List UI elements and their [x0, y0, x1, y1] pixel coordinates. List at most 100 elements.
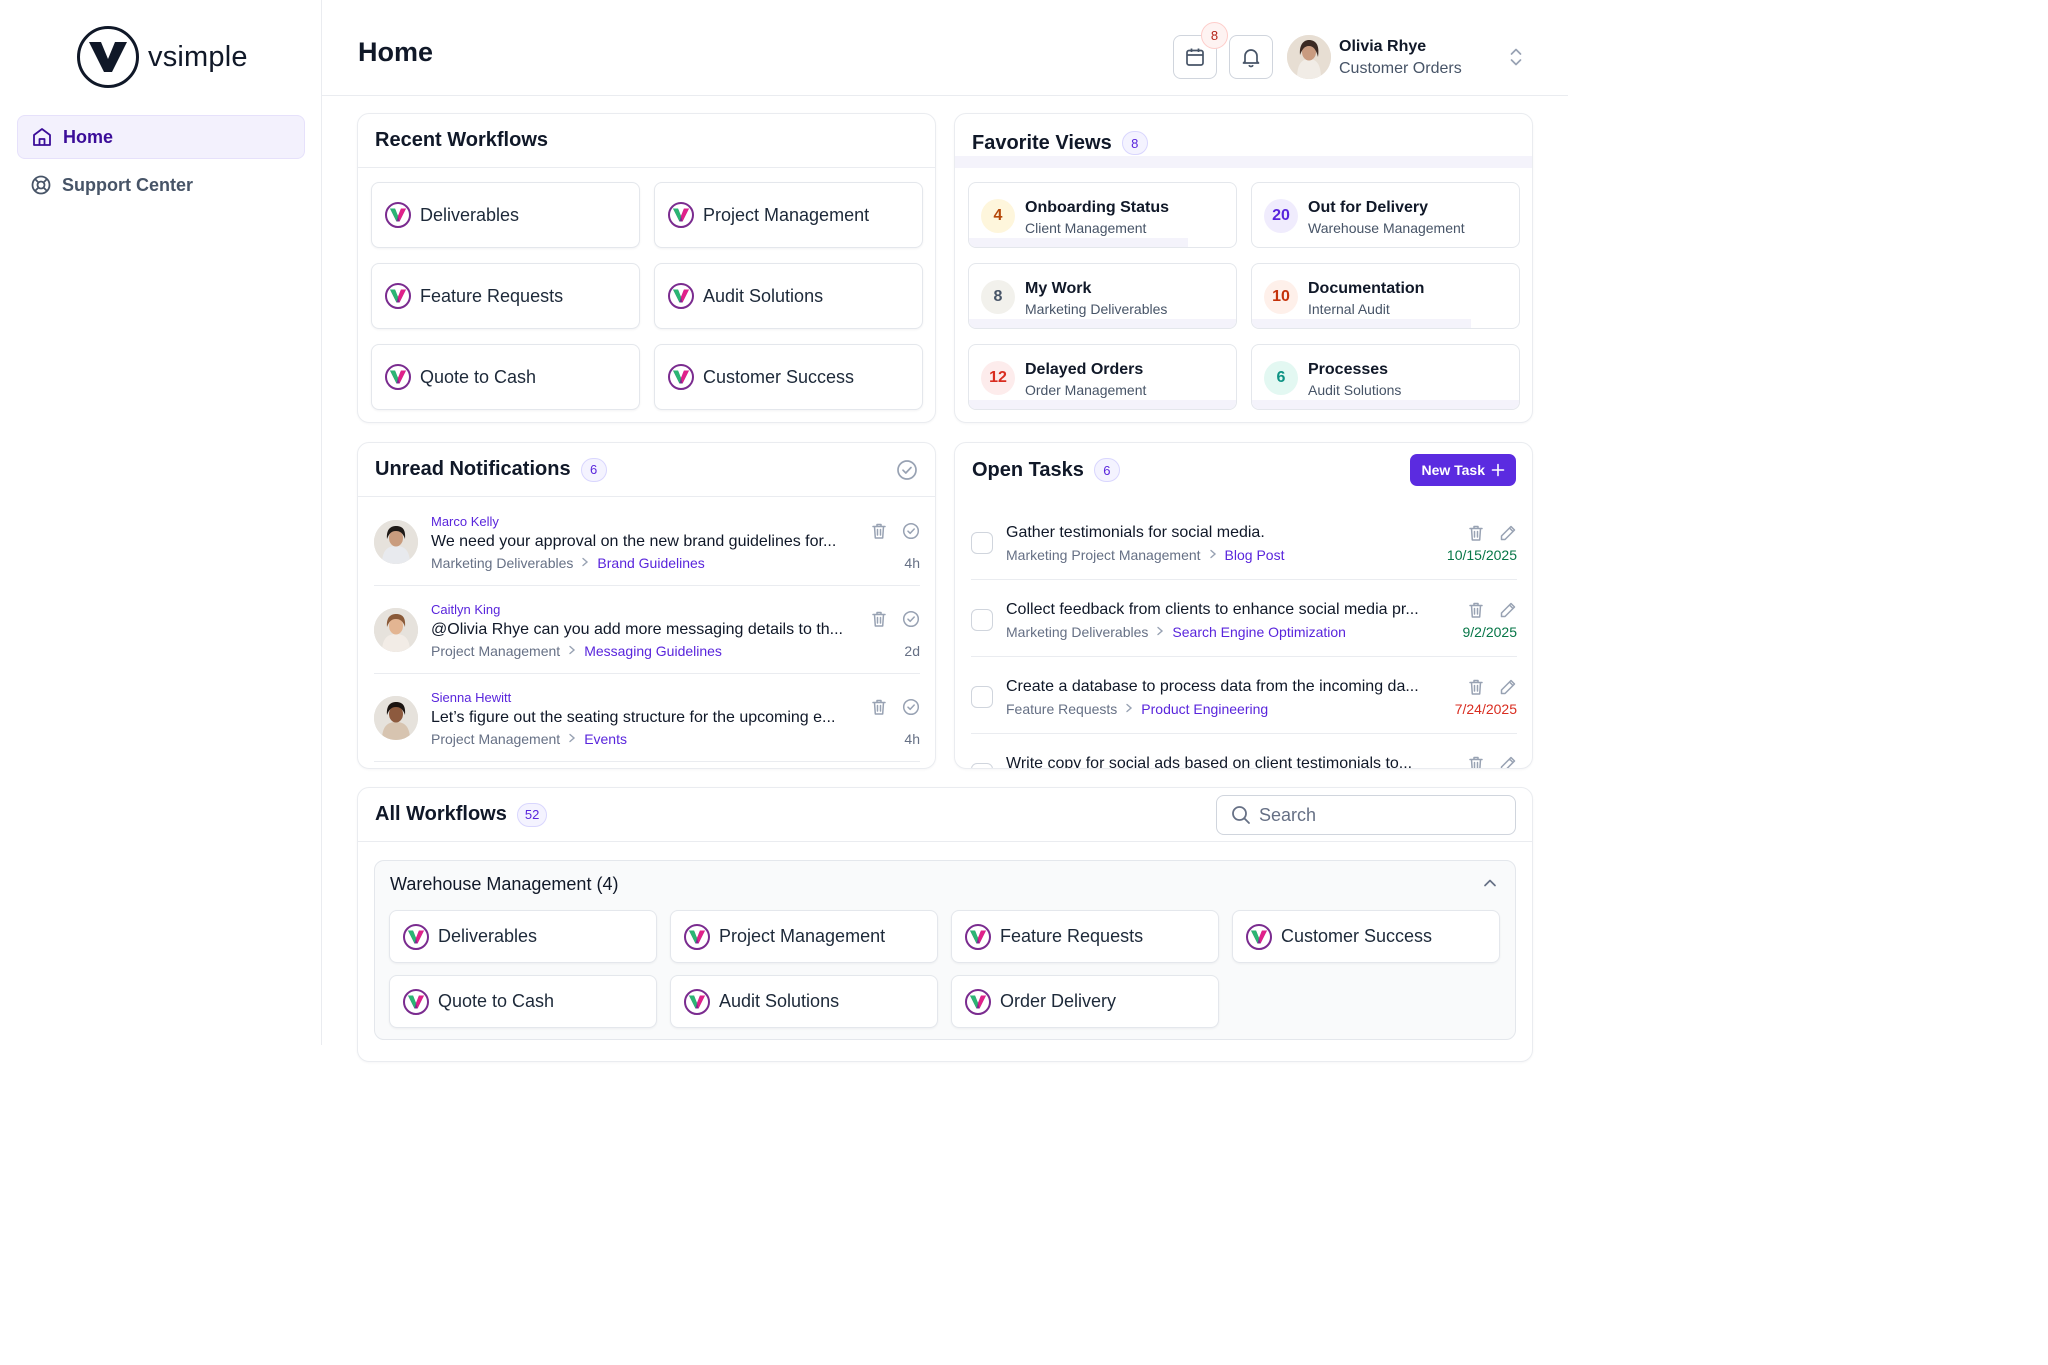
workflow-tile[interactable]: Audit Solutions — [654, 263, 923, 329]
task-due-date: 7/24/2025 — [1454, 701, 1517, 717]
sidebar-item-home[interactable]: Home — [17, 115, 305, 159]
pencil-icon[interactable] — [1499, 755, 1517, 768]
breadcrumb: Marketing Deliverables Search Engine Opti… — [1006, 624, 1346, 640]
card-title: Favorite Views — [972, 131, 1112, 154]
mark-all-read-icon[interactable] — [896, 459, 918, 481]
task-checkbox[interactable] — [971, 763, 993, 768]
breadcrumb-link[interactable]: Blog Post — [1224, 547, 1285, 563]
view-count-badge: 8 — [981, 280, 1015, 314]
brand-logo[interactable]: vsimple — [77, 26, 248, 88]
favorite-view-tile[interactable]: 20 Out for Delivery Warehouse Management — [1251, 182, 1520, 248]
breadcrumb-link[interactable]: Brand Guidelines — [597, 555, 705, 571]
breadcrumb-link[interactable]: Search Engine Optimization — [1172, 624, 1346, 640]
notification-time: 2d — [904, 643, 920, 659]
workflow-tile[interactable]: Quote to Cash — [389, 975, 657, 1028]
trash-icon[interactable] — [870, 698, 888, 721]
breadcrumb-link[interactable]: Product Engineering — [1141, 701, 1269, 717]
workflow-tile[interactable]: Order Delivery — [951, 975, 1219, 1028]
trash-icon[interactable] — [870, 522, 888, 545]
workflow-tile[interactable]: Deliverables — [371, 182, 640, 248]
sidebar-item-support-center[interactable]: Support Center — [17, 163, 305, 207]
avatar — [374, 520, 418, 564]
workflow-tile[interactable]: Project Management — [670, 910, 938, 963]
workflow-label: Audit Solutions — [719, 991, 840, 1011]
notification-item[interactable]: Marco Kelly We need your approval on the … — [374, 498, 920, 586]
breadcrumb: Marketing Project Management Blog Post — [1006, 547, 1284, 563]
trash-icon[interactable] — [1467, 678, 1485, 701]
card-header: Recent Workflows — [358, 114, 935, 168]
workflow-tile[interactable]: Deliverables — [389, 910, 657, 963]
favorite-view-tile[interactable]: 6 Processes Audit Solutions — [1251, 344, 1520, 410]
notification-sender[interactable]: Sienna Hewitt — [431, 690, 512, 705]
trash-icon[interactable] — [870, 610, 888, 633]
view-progress-fill — [1252, 400, 1519, 409]
task-title: Gather testimonials for social media. — [1006, 524, 1265, 541]
view-count-badge: 12 — [981, 361, 1015, 395]
workflow-tile[interactable]: Customer Success — [654, 344, 923, 410]
card-header: Favorite Views 8 — [955, 114, 1532, 158]
task-due-date: 10/15/2025 — [1446, 547, 1517, 563]
task-item[interactable]: Write copy for social ads based on clien… — [971, 733, 1517, 769]
workflow-tile[interactable]: Project Management — [654, 182, 923, 248]
workflow-group-warehouse-management: Warehouse Management (4) Deliverables Pro… — [374, 860, 1516, 1040]
chevron-selector-icon[interactable] — [1506, 46, 1526, 68]
task-item[interactable]: Gather testimonials for social media. Mar… — [971, 502, 1517, 580]
card-title: Open Tasks — [972, 458, 1084, 481]
breadcrumb: Project Management Events — [431, 731, 627, 747]
task-checkbox[interactable] — [971, 532, 993, 554]
chevron-up-icon[interactable] — [1482, 875, 1498, 896]
workflow-tile[interactable]: Customer Success — [1232, 910, 1500, 963]
task-checkbox[interactable] — [971, 686, 993, 708]
task-item[interactable]: Collect feedback from clients to enhance… — [971, 579, 1517, 657]
notification-sender[interactable]: Caitlyn King — [431, 602, 501, 617]
pencil-icon[interactable] — [1499, 524, 1517, 547]
group-title: Warehouse Management (4) — [390, 874, 619, 894]
task-checkbox[interactable] — [971, 609, 993, 631]
breadcrumb-link[interactable]: Messaging Guidelines — [584, 643, 722, 659]
favorite-views-card: Favorite Views 8 4 Onboarding Status Clien… — [954, 113, 1533, 423]
notification-sender[interactable]: Marco Kelly — [431, 514, 499, 529]
pencil-icon[interactable] — [1499, 678, 1517, 701]
vsimple-logo-icon — [77, 26, 139, 88]
view-subtitle: Order Management — [1025, 382, 1147, 398]
notification-item[interactable]: Sienna Hewitt Let’s figure out the seatin… — [374, 674, 920, 762]
breadcrumb-link[interactable]: Events — [584, 731, 627, 747]
favorite-view-tile[interactable]: 10 Documentation Internal Audit — [1251, 263, 1520, 329]
workflow-search[interactable] — [1216, 795, 1516, 835]
check-circle-icon[interactable] — [902, 522, 920, 545]
count-badge: 6 — [1093, 458, 1120, 482]
workflow-tile[interactable]: Quote to Cash — [371, 344, 640, 410]
workflow-icon — [403, 988, 429, 1015]
trash-icon[interactable] — [1467, 755, 1485, 768]
trash-icon[interactable] — [1467, 524, 1485, 547]
workflow-tile[interactable]: Feature Requests — [371, 263, 640, 329]
notification-item[interactable]: Caitlyn King @Olivia Rhye can you add mor… — [374, 586, 920, 674]
notifications-button[interactable] — [1229, 35, 1273, 79]
favorite-view-tile[interactable]: 4 Onboarding Status Client Management — [968, 182, 1237, 248]
trash-icon[interactable] — [1467, 601, 1485, 624]
check-circle-icon[interactable] — [902, 698, 920, 721]
header-divider — [955, 156, 1532, 168]
notification-actions — [870, 610, 920, 633]
user-avatar[interactable] — [1287, 35, 1331, 79]
top-header: Home 8 Olivia Rhye Customer Orders — [322, 0, 1568, 96]
sidebar-item-label: Home — [63, 126, 114, 147]
breadcrumb-path: Marketing Deliverables — [431, 555, 574, 571]
search-input[interactable] — [1259, 804, 1489, 826]
count-badge: 8 — [1121, 131, 1148, 155]
sidebar: vsimple Home Support Center — [0, 0, 322, 1045]
new-task-button[interactable]: New Task — [1410, 454, 1516, 486]
view-title: Out for Delivery — [1308, 199, 1429, 216]
pencil-icon[interactable] — [1499, 601, 1517, 624]
workflow-tile[interactable]: Audit Solutions — [670, 975, 938, 1028]
check-circle-icon[interactable] — [902, 610, 920, 633]
workflow-icon — [684, 988, 710, 1015]
favorite-view-tile[interactable]: 8 My Work Marketing Deliverables — [968, 263, 1237, 329]
workflow-label: Deliverables — [420, 204, 520, 225]
calendar-button[interactable] — [1173, 35, 1217, 79]
workflow-icon — [385, 364, 411, 390]
task-item[interactable]: Create a database to process data from t… — [971, 656, 1517, 734]
task-title: Write copy for social ads based on clien… — [1006, 755, 1413, 769]
workflow-tile[interactable]: Feature Requests — [951, 910, 1219, 963]
favorite-view-tile[interactable]: 12 Delayed Orders Order Management — [968, 344, 1237, 410]
